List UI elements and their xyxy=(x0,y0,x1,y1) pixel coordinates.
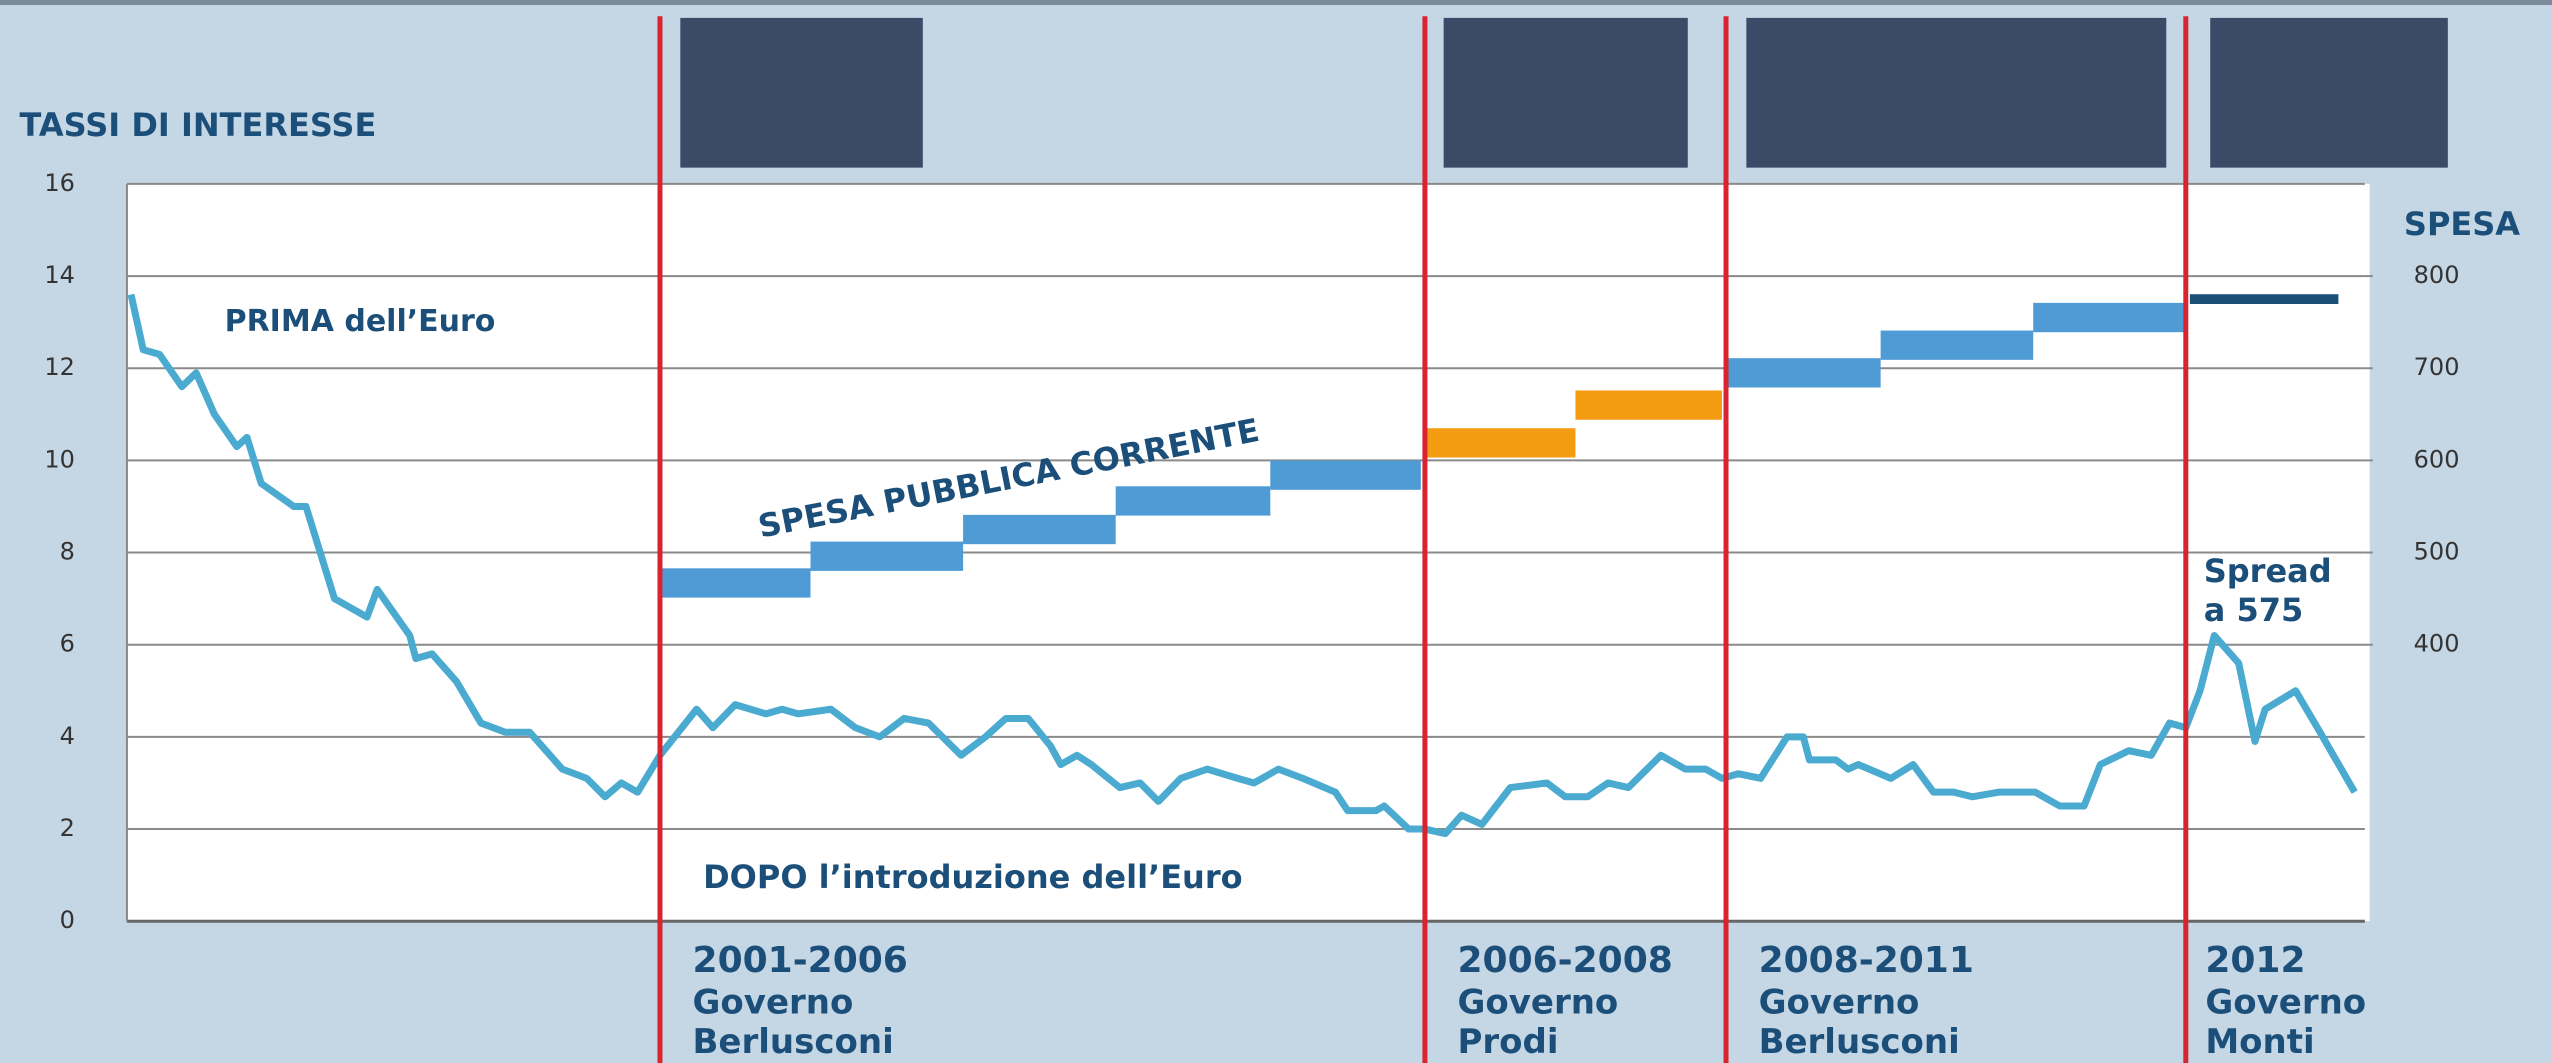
y-tick-label: 10 xyxy=(44,445,75,473)
y2-axis-label: SPESA xyxy=(2404,205,2520,243)
annotation: PRIMA dell’Euro xyxy=(225,304,496,339)
spesa-step xyxy=(1728,358,1881,387)
annotation: DOPO l’introduzione dell’Euro xyxy=(703,858,1243,896)
spesa-step xyxy=(1425,428,1576,457)
chart: TASSI DI INTERESSE SPESA 0 2 4 6 8 10 12 14 16 400 5… xyxy=(0,0,2552,1063)
period-label: Governo xyxy=(1457,983,1618,1023)
photo xyxy=(1746,18,2166,168)
period-years: 2006-2008 xyxy=(1457,940,1672,981)
photo xyxy=(680,18,923,168)
y-tick-label: 4 xyxy=(60,722,75,750)
y2-tick-label: 400 xyxy=(2414,630,2460,658)
period-years: 2001-2006 xyxy=(693,940,908,981)
y2-tick-label: 700 xyxy=(2414,353,2460,381)
y2-tick-label: 800 xyxy=(2414,261,2460,289)
photo xyxy=(2210,18,2448,168)
spesa-step xyxy=(963,515,1116,544)
y2-tick-label: 600 xyxy=(2414,445,2460,473)
y-tick-label: 6 xyxy=(60,630,75,658)
annotation: a 575 xyxy=(2204,591,2304,629)
period-label: Berlusconi xyxy=(1759,1022,1960,1062)
period-label: Monti xyxy=(2205,1022,2314,1062)
period-years: 2012 xyxy=(2205,940,2305,981)
period-label: Prodi xyxy=(1457,1022,1558,1062)
period-years: 2008-2011 xyxy=(1759,940,1974,981)
y-tick-label: 0 xyxy=(60,906,75,934)
top-border xyxy=(0,0,2552,5)
period-label: Governo xyxy=(1759,983,1920,1023)
y-tick-label: 2 xyxy=(60,814,75,842)
y-tick-label: 16 xyxy=(44,169,75,197)
y-tick-label: 14 xyxy=(44,261,75,289)
y-tick-label: 12 xyxy=(44,353,75,381)
y-tick-label: 8 xyxy=(60,538,75,566)
spesa-step xyxy=(662,568,811,597)
photo xyxy=(1444,18,1688,168)
spesa-step xyxy=(1270,460,1421,489)
spesa-step xyxy=(2190,294,2339,304)
spesa-step xyxy=(1116,486,1271,515)
annotation: Spread xyxy=(2204,552,2332,590)
period-label: Governo xyxy=(2205,983,2366,1023)
period-label: Berlusconi xyxy=(693,1022,894,1062)
chart-title: TASSI DI INTERESSE xyxy=(20,106,377,144)
spesa-step xyxy=(1881,331,2034,360)
period-label: Governo xyxy=(693,983,854,1023)
spesa-step xyxy=(1575,390,1721,419)
y2-tick-label: 500 xyxy=(2414,538,2460,566)
spesa-step xyxy=(2033,303,2184,332)
spesa-step xyxy=(811,542,964,571)
